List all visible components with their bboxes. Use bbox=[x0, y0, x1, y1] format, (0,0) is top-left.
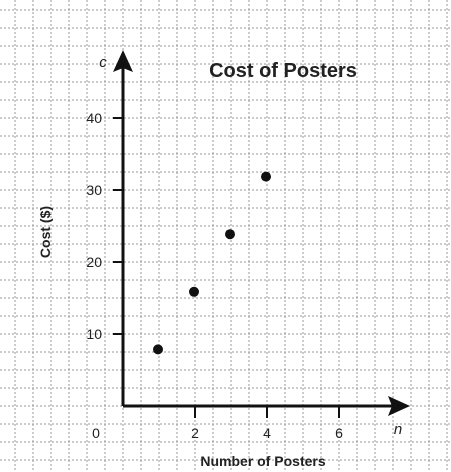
origin-label: 0 bbox=[92, 425, 100, 441]
axes bbox=[113, 50, 410, 416]
y-axis-arrow bbox=[113, 50, 133, 72]
x-tick-label: 4 bbox=[263, 425, 271, 441]
data-point bbox=[189, 286, 199, 297]
ticks: 2 4 6 10 20 30 40 bbox=[86, 110, 343, 441]
y-tick-label: 30 bbox=[86, 182, 102, 198]
y-tick-label: 20 bbox=[86, 254, 102, 270]
x-variable-label: n bbox=[394, 421, 402, 438]
x-axis-label: Number of Posters bbox=[200, 453, 325, 469]
chart-title: Cost of Posters bbox=[209, 60, 357, 82]
x-tick-label: 6 bbox=[335, 425, 343, 441]
x-tick-label: 2 bbox=[191, 425, 199, 441]
data-point bbox=[225, 229, 235, 240]
y-tick-label: 10 bbox=[86, 326, 102, 342]
x-axis-arrow bbox=[388, 396, 410, 416]
y-tick-label: 40 bbox=[86, 110, 102, 126]
y-variable-label: c bbox=[99, 54, 107, 71]
data-point bbox=[153, 344, 163, 355]
data-point bbox=[261, 171, 271, 182]
data-points bbox=[153, 171, 271, 355]
y-axis-label: Cost ($) bbox=[37, 206, 53, 258]
